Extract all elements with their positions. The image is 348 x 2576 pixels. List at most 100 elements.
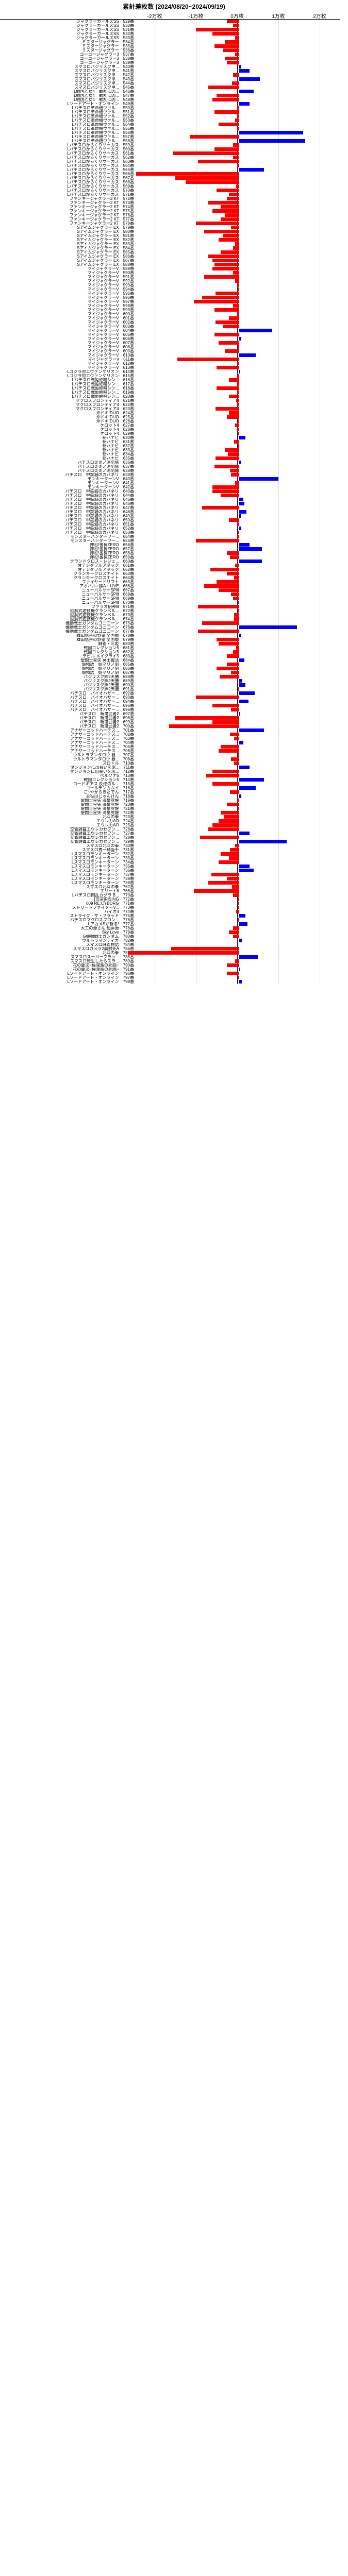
bar <box>214 44 239 48</box>
chart-row: Lパチスロ閃乱カグラ B... 770番 <box>0 893 340 897</box>
chart-row: ニューパルサーSPⅢ 670番 <box>0 601 340 605</box>
row-label: ジャグラーガールズSS 529番 <box>0 20 136 24</box>
bar <box>238 432 239 435</box>
bar <box>234 613 239 617</box>
bar-zone <box>136 621 342 625</box>
bar <box>237 403 239 406</box>
row-label: スマスロ真一騎当千 731番 <box>0 848 136 852</box>
chart-row: アナザーゴッドハーデス... 702番 <box>0 733 340 737</box>
row-label: パチスロ 甲鉄城のカバネリ 643番 <box>0 489 136 494</box>
row-label: Lパチスロ革命機ヴァル... 550番 <box>0 106 136 110</box>
bar <box>212 209 239 213</box>
row-label: Lパチスロ革命機ヴァル... 552番 <box>0 114 136 118</box>
bar <box>223 325 239 328</box>
bar-zone <box>136 745 342 749</box>
bar-zone <box>136 98 342 102</box>
bar-zone <box>136 44 342 48</box>
bar-zone <box>136 778 342 782</box>
bar <box>219 588 239 592</box>
chart-row: パチスロ 甲鉄城のカバネリ 645番 <box>0 498 340 502</box>
chart-row: Lパチスロ戦姫絶唱シン... 619番 <box>0 391 340 395</box>
chart-row: ニューパルサーSPⅢ 667番 <box>0 588 340 592</box>
bar-zone <box>136 679 342 683</box>
bar <box>225 57 239 60</box>
chart-row: パチスロ 甲鉄城のカバネリ 639番 <box>0 473 340 477</box>
row-label: 聖闘士星矢 海皇覚醒 720番 <box>0 803 136 807</box>
bar-zone <box>136 687 342 691</box>
row-label: 新ハナビ 633番 <box>0 448 136 452</box>
bar <box>239 741 243 744</box>
bar <box>237 522 239 526</box>
bar-zone <box>136 77 342 81</box>
bar <box>128 951 239 955</box>
row-label: スマスロガメラ2高射先A 786番 <box>0 947 136 951</box>
chart-row: 傷物語 始マリノ刻 687番 <box>0 671 340 675</box>
row-label: マイジャグラーV 589番 <box>0 267 136 271</box>
bar-zone <box>136 588 342 592</box>
bar-zone <box>136 761 342 766</box>
row-label: Sアイムジャグラー EX 581番 <box>0 234 136 238</box>
bar-zone <box>136 893 342 897</box>
row-label: ジャグラーガールズSS 530番 <box>0 24 136 28</box>
chart-row: コードギアス 反逆のル... 715番 <box>0 782 340 786</box>
chart-row: LアカメSが斬る! 777番 <box>0 922 340 926</box>
bar-zone <box>136 527 342 531</box>
bar-zone <box>136 555 342 560</box>
row-label: マイジャグラーV 604番 <box>0 329 136 333</box>
bar-zone <box>136 65 342 69</box>
chart-row: デビル メイクライ5 683番 <box>0 654 340 658</box>
chart-row: Lスマスロモンキーターン 738番 <box>0 877 340 881</box>
chart-row: Lパチスロ革命機ヴァル... 551番 <box>0 110 340 114</box>
bar <box>239 527 241 530</box>
bar <box>219 749 239 753</box>
chart-row: 甘デジダブルアタック 662番 <box>0 568 340 572</box>
row-label: 新ハナビ 630番 <box>0 436 136 440</box>
chart-row: パチスロ炎炎ノ消防隊 637番 <box>0 465 340 469</box>
row-label: Lスマスロモンキーターン 738番 <box>0 877 136 881</box>
row-label: アナザーゴッドハーデス... 702番 <box>0 733 136 737</box>
chart-row: 北斗の拳 723番 <box>0 815 340 819</box>
bar-zone <box>136 399 342 403</box>
bar-zone <box>136 832 342 836</box>
row-label: 回胴式遊技機グランベル... 674番 <box>0 617 136 621</box>
bar-zone <box>136 510 342 514</box>
bar <box>227 551 239 555</box>
bar <box>204 275 239 279</box>
bar <box>230 555 239 559</box>
bar <box>214 147 239 151</box>
bar-zone <box>136 193 342 197</box>
bar-zone <box>136 914 342 918</box>
row-label: ケロット4 627番 <box>0 423 136 428</box>
bar-zone <box>136 275 342 279</box>
row-label: アナザーゴッドハーデス... 701番 <box>0 728 136 733</box>
row-label: Sアイムジャグラー EX 584番 <box>0 246 136 250</box>
bar-zone <box>136 918 342 922</box>
bar-zone <box>136 477 342 481</box>
bar <box>239 778 264 782</box>
row-label: 傷物語 始マリノ刻 686番 <box>0 667 136 671</box>
chart-row: ケロット4 629番 <box>0 432 340 436</box>
bar-zone <box>136 803 342 807</box>
bar-zone <box>136 774 342 778</box>
bar <box>239 625 297 629</box>
bar <box>228 452 239 456</box>
row-label: モンスターハンターワー... 654番 <box>0 535 136 539</box>
bar <box>229 518 239 522</box>
chart-row: 花の慶次~佐渡島の死闘~ 790番 <box>0 963 340 968</box>
row-label: パチスロ バイオハザー... 694番 <box>0 700 136 704</box>
bar <box>233 271 239 275</box>
chart-row: Lスマスロモンキーターン 736番 <box>0 869 340 873</box>
bar <box>221 250 239 254</box>
bar-zone <box>136 881 342 885</box>
bar <box>175 716 239 720</box>
row-label: ファンキージャグラー2 KT 574番 <box>0 205 136 209</box>
chart-row: Lゴジラ対エヴァンゲリオン 614番 <box>0 370 340 374</box>
bar <box>237 428 239 431</box>
bar-zone <box>136 613 342 617</box>
row-label: パチスロ バイオハザー... 692番 <box>0 691 136 696</box>
bar <box>230 790 239 794</box>
row-label: ミスタージャグラー 534番 <box>0 40 136 44</box>
row-label: クランキークロスナイト 663番 <box>0 572 136 576</box>
chart-row: バジリスク絆2天膳 689番 <box>0 679 340 683</box>
chart-row: パチスロ バイオハザー... 694番 <box>0 700 340 704</box>
